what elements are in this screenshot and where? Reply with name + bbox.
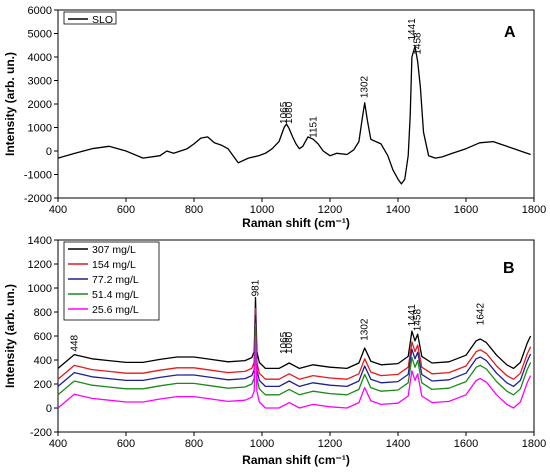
legend-box xyxy=(63,241,160,321)
panel-a-chart: 400 600 800 1000 1200 1400 1600 1800 -2000 -1000 0… xyxy=(3,5,546,230)
y-tick-label: -1000 xyxy=(24,170,52,182)
x-tick-label: 400 xyxy=(49,204,67,216)
plot-frame xyxy=(57,9,535,199)
peak-label: 448 xyxy=(69,334,80,351)
peak-label: 1458 xyxy=(413,309,424,332)
peak-label: 1080 xyxy=(284,331,295,354)
peak-label: 1080 xyxy=(284,101,295,124)
legend-box xyxy=(63,11,117,25)
y-tick-label: 3000 xyxy=(28,76,52,88)
x-tick-label: 600 xyxy=(117,204,135,216)
y-tick-label: 0 xyxy=(46,403,52,415)
y-tick-label: 4000 xyxy=(28,52,52,64)
x-tick-label: 1600 xyxy=(454,438,478,450)
panel-letter: A xyxy=(504,24,516,41)
y-tick-label: 6000 xyxy=(28,5,52,17)
peak-label: 1302 xyxy=(360,75,371,98)
y-axis-label: Intensity (arb. un.) xyxy=(3,52,17,156)
peak-label: 981 xyxy=(251,279,262,296)
x-tick-label: 1600 xyxy=(454,204,478,216)
series-line-154-mg-l xyxy=(57,307,532,380)
legend-entry: 51.4 mg/L xyxy=(92,289,139,301)
x-tick-label: 1000 xyxy=(250,438,274,450)
y-tick-label: 1400 xyxy=(28,235,52,247)
x-tick-label: 1000 xyxy=(250,204,274,216)
peak-label: 1151 xyxy=(308,116,319,138)
y-tick-label: 2000 xyxy=(28,99,52,111)
series-line-51-4-mg-l xyxy=(57,323,532,396)
peak-label: 1642 xyxy=(475,303,486,326)
y-tick-label: 200 xyxy=(34,379,52,391)
x-tick-label: 1400 xyxy=(386,438,410,450)
legend-entry: 25.6 mg/L xyxy=(92,304,139,316)
peak-label: 1458 xyxy=(413,32,424,55)
x-tick-label: 1800 xyxy=(522,204,546,216)
x-axis-label: Raman shift (cm⁻¹) xyxy=(242,216,350,230)
x-tick-label: 800 xyxy=(185,204,203,216)
x-tick-label: 600 xyxy=(117,438,135,450)
series-line-25-6-mg-l xyxy=(57,336,532,409)
x-tick-label: 800 xyxy=(185,438,203,450)
series-line-slo xyxy=(57,45,531,185)
x-tick-label: 1200 xyxy=(318,438,342,450)
legend-entry: 307 mg/L xyxy=(92,244,136,256)
series-line-77-2-mg-l xyxy=(57,314,532,388)
y-tick-label: 0 xyxy=(46,146,52,158)
y-tick-label: -2000 xyxy=(24,193,52,205)
x-tick-label: 1400 xyxy=(386,204,410,216)
panel-letter: B xyxy=(503,260,515,277)
peak-label: 1441 xyxy=(407,304,418,327)
y-tick-label: 5000 xyxy=(28,29,52,41)
y-tick-label: 600 xyxy=(34,331,52,343)
x-tick-label: 1200 xyxy=(318,204,342,216)
x-axis-label: Raman shift (cm⁻¹) xyxy=(242,453,350,467)
y-tick-label: 400 xyxy=(34,355,52,367)
x-tick-label: 1800 xyxy=(522,438,546,450)
y-tick-label: 800 xyxy=(34,307,52,319)
panel-b-chart: 400 600 800 1000 1200 1400 1600 1800 -200 0 200 400… xyxy=(3,235,546,467)
peak-label: 1302 xyxy=(360,318,371,341)
legend-entry: SLO xyxy=(92,14,113,26)
peak-label: 1441 xyxy=(407,18,418,41)
series-line-307-mg-l xyxy=(57,296,532,370)
y-tick-label: 1000 xyxy=(28,283,52,295)
legend-entry: 154 mg/L xyxy=(92,259,136,271)
x-tick-label: 400 xyxy=(49,438,67,450)
y-tick-label: 1200 xyxy=(28,259,52,271)
y-tick-label: -200 xyxy=(30,427,52,439)
y-axis-label: Intensity (arb. un.) xyxy=(3,284,17,388)
peak-label: 1065 xyxy=(279,101,290,124)
legend-entry: 77.2 mg/L xyxy=(92,274,139,286)
peak-label: 1065 xyxy=(279,331,290,354)
y-tick-label: 1000 xyxy=(28,123,52,135)
